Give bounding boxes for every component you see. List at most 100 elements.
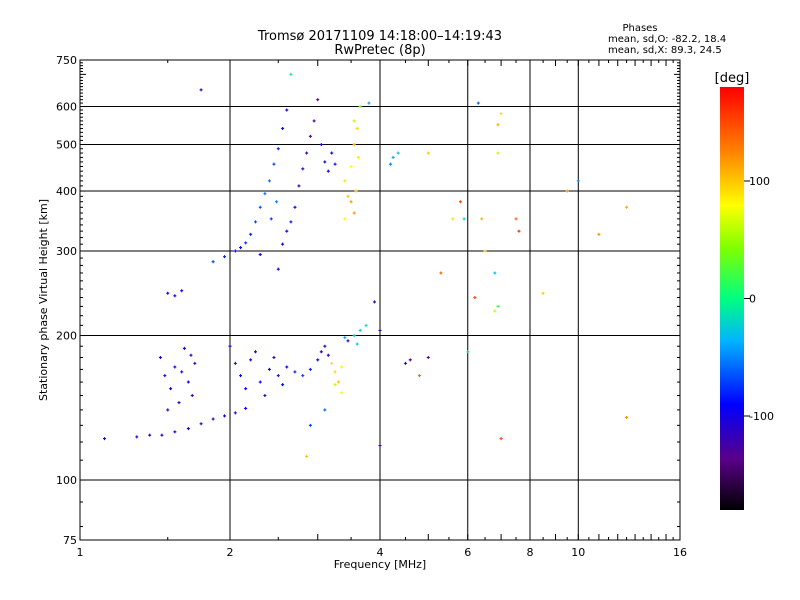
data-point [135, 435, 139, 439]
data-point [346, 194, 350, 198]
data-point [343, 179, 347, 183]
data-point [308, 134, 312, 138]
data-point [281, 383, 285, 387]
data-point [199, 422, 203, 426]
data-point [228, 344, 232, 348]
y-tick-label: 75 [63, 534, 77, 547]
data-point [355, 342, 359, 346]
colorbar-tick-label: -100 [749, 410, 774, 423]
colorbar-ticks: 100 0 -100 [744, 175, 774, 423]
x-tick-labels: 1 2 4 6 8 10 16 [77, 546, 688, 559]
data-point [211, 417, 215, 421]
data-point [319, 350, 323, 354]
colorbar-label: [deg] [715, 71, 750, 86]
data-point [166, 291, 170, 295]
data-point [517, 229, 521, 233]
stats-x-line: mean, sd,X: 89.3, 24.5 [608, 45, 722, 56]
data-point [173, 430, 177, 434]
data-point [267, 179, 271, 183]
data-point [263, 192, 267, 196]
data-point [343, 336, 347, 340]
x-tick-label: 16 [673, 546, 687, 559]
data-point [364, 323, 368, 327]
data-point [378, 444, 382, 448]
data-point [180, 289, 184, 293]
x-tick-label: 2 [227, 546, 234, 559]
data-point [336, 380, 340, 384]
data-point [244, 241, 248, 245]
y-tick-label: 200 [56, 330, 77, 343]
data-point [323, 344, 327, 348]
data-point [373, 300, 377, 304]
data-point [305, 454, 309, 458]
data-point [281, 126, 285, 130]
data-point [189, 353, 193, 357]
data-point [473, 296, 477, 300]
x-tick-label: 10 [571, 546, 585, 559]
chart-title: Tromsø 20171109 14:18:00–14:19:43 [257, 29, 502, 44]
data-point [358, 328, 362, 332]
data-points [103, 72, 629, 458]
data-point [349, 164, 353, 168]
data-point [297, 184, 301, 188]
data-point [223, 255, 227, 259]
data-point [356, 155, 360, 159]
colorbar [720, 87, 744, 510]
data-point [263, 394, 267, 398]
data-point [499, 112, 503, 116]
data-point [253, 220, 257, 224]
data-point [301, 167, 305, 171]
data-point [354, 189, 358, 193]
y-tick-label: 300 [56, 245, 77, 258]
data-point [276, 147, 280, 151]
data-point [253, 350, 257, 354]
data-point [483, 249, 487, 253]
data-point [199, 88, 203, 92]
y-tick-label: 600 [56, 101, 77, 114]
data-point [269, 217, 273, 221]
data-point [293, 370, 297, 374]
data-point [476, 101, 480, 105]
data-point [352, 211, 356, 215]
data-point [173, 294, 177, 298]
data-point [343, 217, 347, 221]
data-point [576, 179, 580, 183]
data-point [258, 380, 262, 384]
data-point [180, 370, 184, 374]
data-point [396, 151, 400, 155]
data-point [163, 374, 167, 378]
data-point [458, 200, 462, 204]
data-point [349, 200, 353, 204]
data-point [233, 249, 237, 253]
y-tick-label: 500 [56, 139, 77, 152]
data-point [308, 367, 312, 371]
data-point [301, 374, 305, 378]
y-tick-label: 100 [56, 474, 77, 487]
y-axis-label: Stationary phase Virtual Height [km] [37, 199, 50, 401]
data-point [173, 365, 177, 369]
stats-heading: Phases [622, 23, 657, 34]
data-point [190, 394, 194, 398]
data-point [493, 309, 497, 313]
data-point [496, 304, 500, 308]
data-point [193, 361, 197, 365]
data-point [285, 108, 289, 112]
data-point [330, 361, 334, 365]
data-point [289, 220, 293, 224]
data-point [285, 229, 289, 233]
data-point [496, 151, 500, 155]
data-point [326, 353, 330, 357]
data-point [103, 437, 107, 441]
data-point [233, 411, 237, 415]
data-point [391, 155, 395, 159]
data-point [275, 200, 279, 204]
data-point [244, 406, 248, 410]
data-point [330, 151, 334, 155]
data-point [496, 123, 500, 127]
data-point [340, 391, 344, 395]
data-point [285, 365, 289, 369]
data-point [541, 291, 545, 295]
data-point [426, 355, 430, 359]
data-point [316, 358, 320, 362]
